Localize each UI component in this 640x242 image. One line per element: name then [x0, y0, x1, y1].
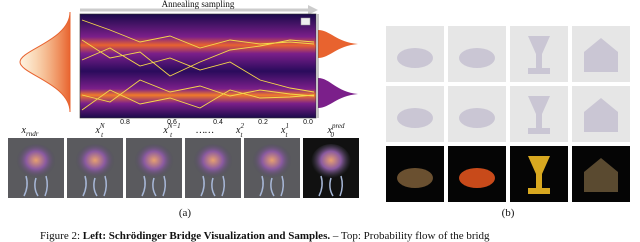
- sample-label: xrndr: [21, 125, 39, 138]
- object: [528, 96, 550, 134]
- object: [459, 168, 495, 188]
- sample-label: xN t: [94, 122, 104, 139]
- caption-bold: Left: Schrödinger Bridge Visualization a…: [83, 230, 331, 242]
- label-sub: t: [285, 131, 288, 139]
- object: [397, 168, 433, 188]
- heatmap: [79, 13, 317, 119]
- sample-label: xpred 0: [326, 122, 345, 139]
- jellyfish: [75, 144, 115, 180]
- panel-b: (b): [386, 26, 630, 219]
- sample-label: x2 t: [235, 122, 244, 139]
- sample-label: xN−1 t: [162, 122, 180, 139]
- tentacles: [318, 175, 344, 197]
- arrow-head: [308, 5, 318, 15]
- object: [584, 158, 618, 192]
- caption-text: – Top: Probability flow of the bridg: [330, 230, 490, 242]
- target-density-bottom: [318, 78, 358, 108]
- label-base: ……: [196, 125, 214, 136]
- sample-label: x1 t: [280, 122, 289, 139]
- label-base: x: [326, 125, 332, 136]
- arrow-label: Annealing sampling: [162, 0, 235, 9]
- tentacles: [200, 175, 226, 197]
- label-base: x: [162, 125, 168, 136]
- tick-label: 0.6: [167, 119, 177, 126]
- tentacles: [23, 175, 49, 197]
- tentacles: [259, 175, 285, 197]
- tick-label: 0.2: [258, 119, 268, 126]
- target-density-top: [318, 30, 358, 58]
- label-base: x: [21, 125, 27, 136]
- panel-label: (b): [502, 207, 515, 219]
- object: [459, 48, 495, 68]
- object: [459, 108, 495, 128]
- source-density: [19, 11, 71, 113]
- jellyfish-row: [8, 138, 359, 198]
- label-sup: N: [99, 122, 105, 130]
- sample-label: ……: [196, 125, 214, 136]
- label-sup: 2: [240, 122, 244, 130]
- sample-grid: [386, 26, 630, 202]
- label-sub: t: [101, 131, 104, 139]
- label-sup: N−1: [167, 122, 181, 130]
- label-base: x: [94, 125, 100, 136]
- label-base: x: [280, 125, 286, 136]
- time-ticks: 0.8 0.6 0.4 0.2 0.0: [120, 119, 313, 126]
- label-sub: 0: [331, 131, 335, 139]
- label-sub: rndr: [26, 130, 39, 138]
- object: [528, 156, 550, 194]
- jellyfish: [252, 144, 292, 180]
- object: [584, 38, 618, 72]
- object: [397, 108, 433, 128]
- caption: Figure 2: Left: Schrödinger Bridge Visua…: [40, 230, 490, 242]
- legend-box: [300, 17, 311, 26]
- tick-label: 0.8: [120, 119, 130, 126]
- object: [397, 48, 433, 68]
- label-sub: t: [240, 131, 243, 139]
- label-base: x: [235, 125, 241, 136]
- object: [528, 36, 550, 74]
- tick-label: 0.4: [213, 119, 223, 126]
- object: [584, 98, 618, 132]
- label-sup: 1: [285, 122, 289, 130]
- trajectories: [81, 19, 315, 111]
- tick-label: 0.0: [303, 119, 313, 126]
- caption-prefix: Figure 2:: [40, 230, 83, 242]
- jellyfish: [134, 144, 174, 180]
- tentacles: [141, 175, 167, 197]
- jellyfish: [16, 144, 56, 180]
- jellyfish: [311, 144, 351, 180]
- label-sub: t: [170, 131, 173, 139]
- jellyfish: [193, 144, 233, 180]
- sample-labels: xrndr xN t xN−1 t…… x2 t x1 t xpred 0: [21, 122, 345, 139]
- panel-label: (a): [179, 207, 192, 219]
- tentacles: [82, 175, 108, 197]
- label-sup: pred: [331, 122, 345, 130]
- panel-a: Annealing sampling 0.8 0.6 0.4 0.2 0.0 xrndr…: [8, 0, 359, 219]
